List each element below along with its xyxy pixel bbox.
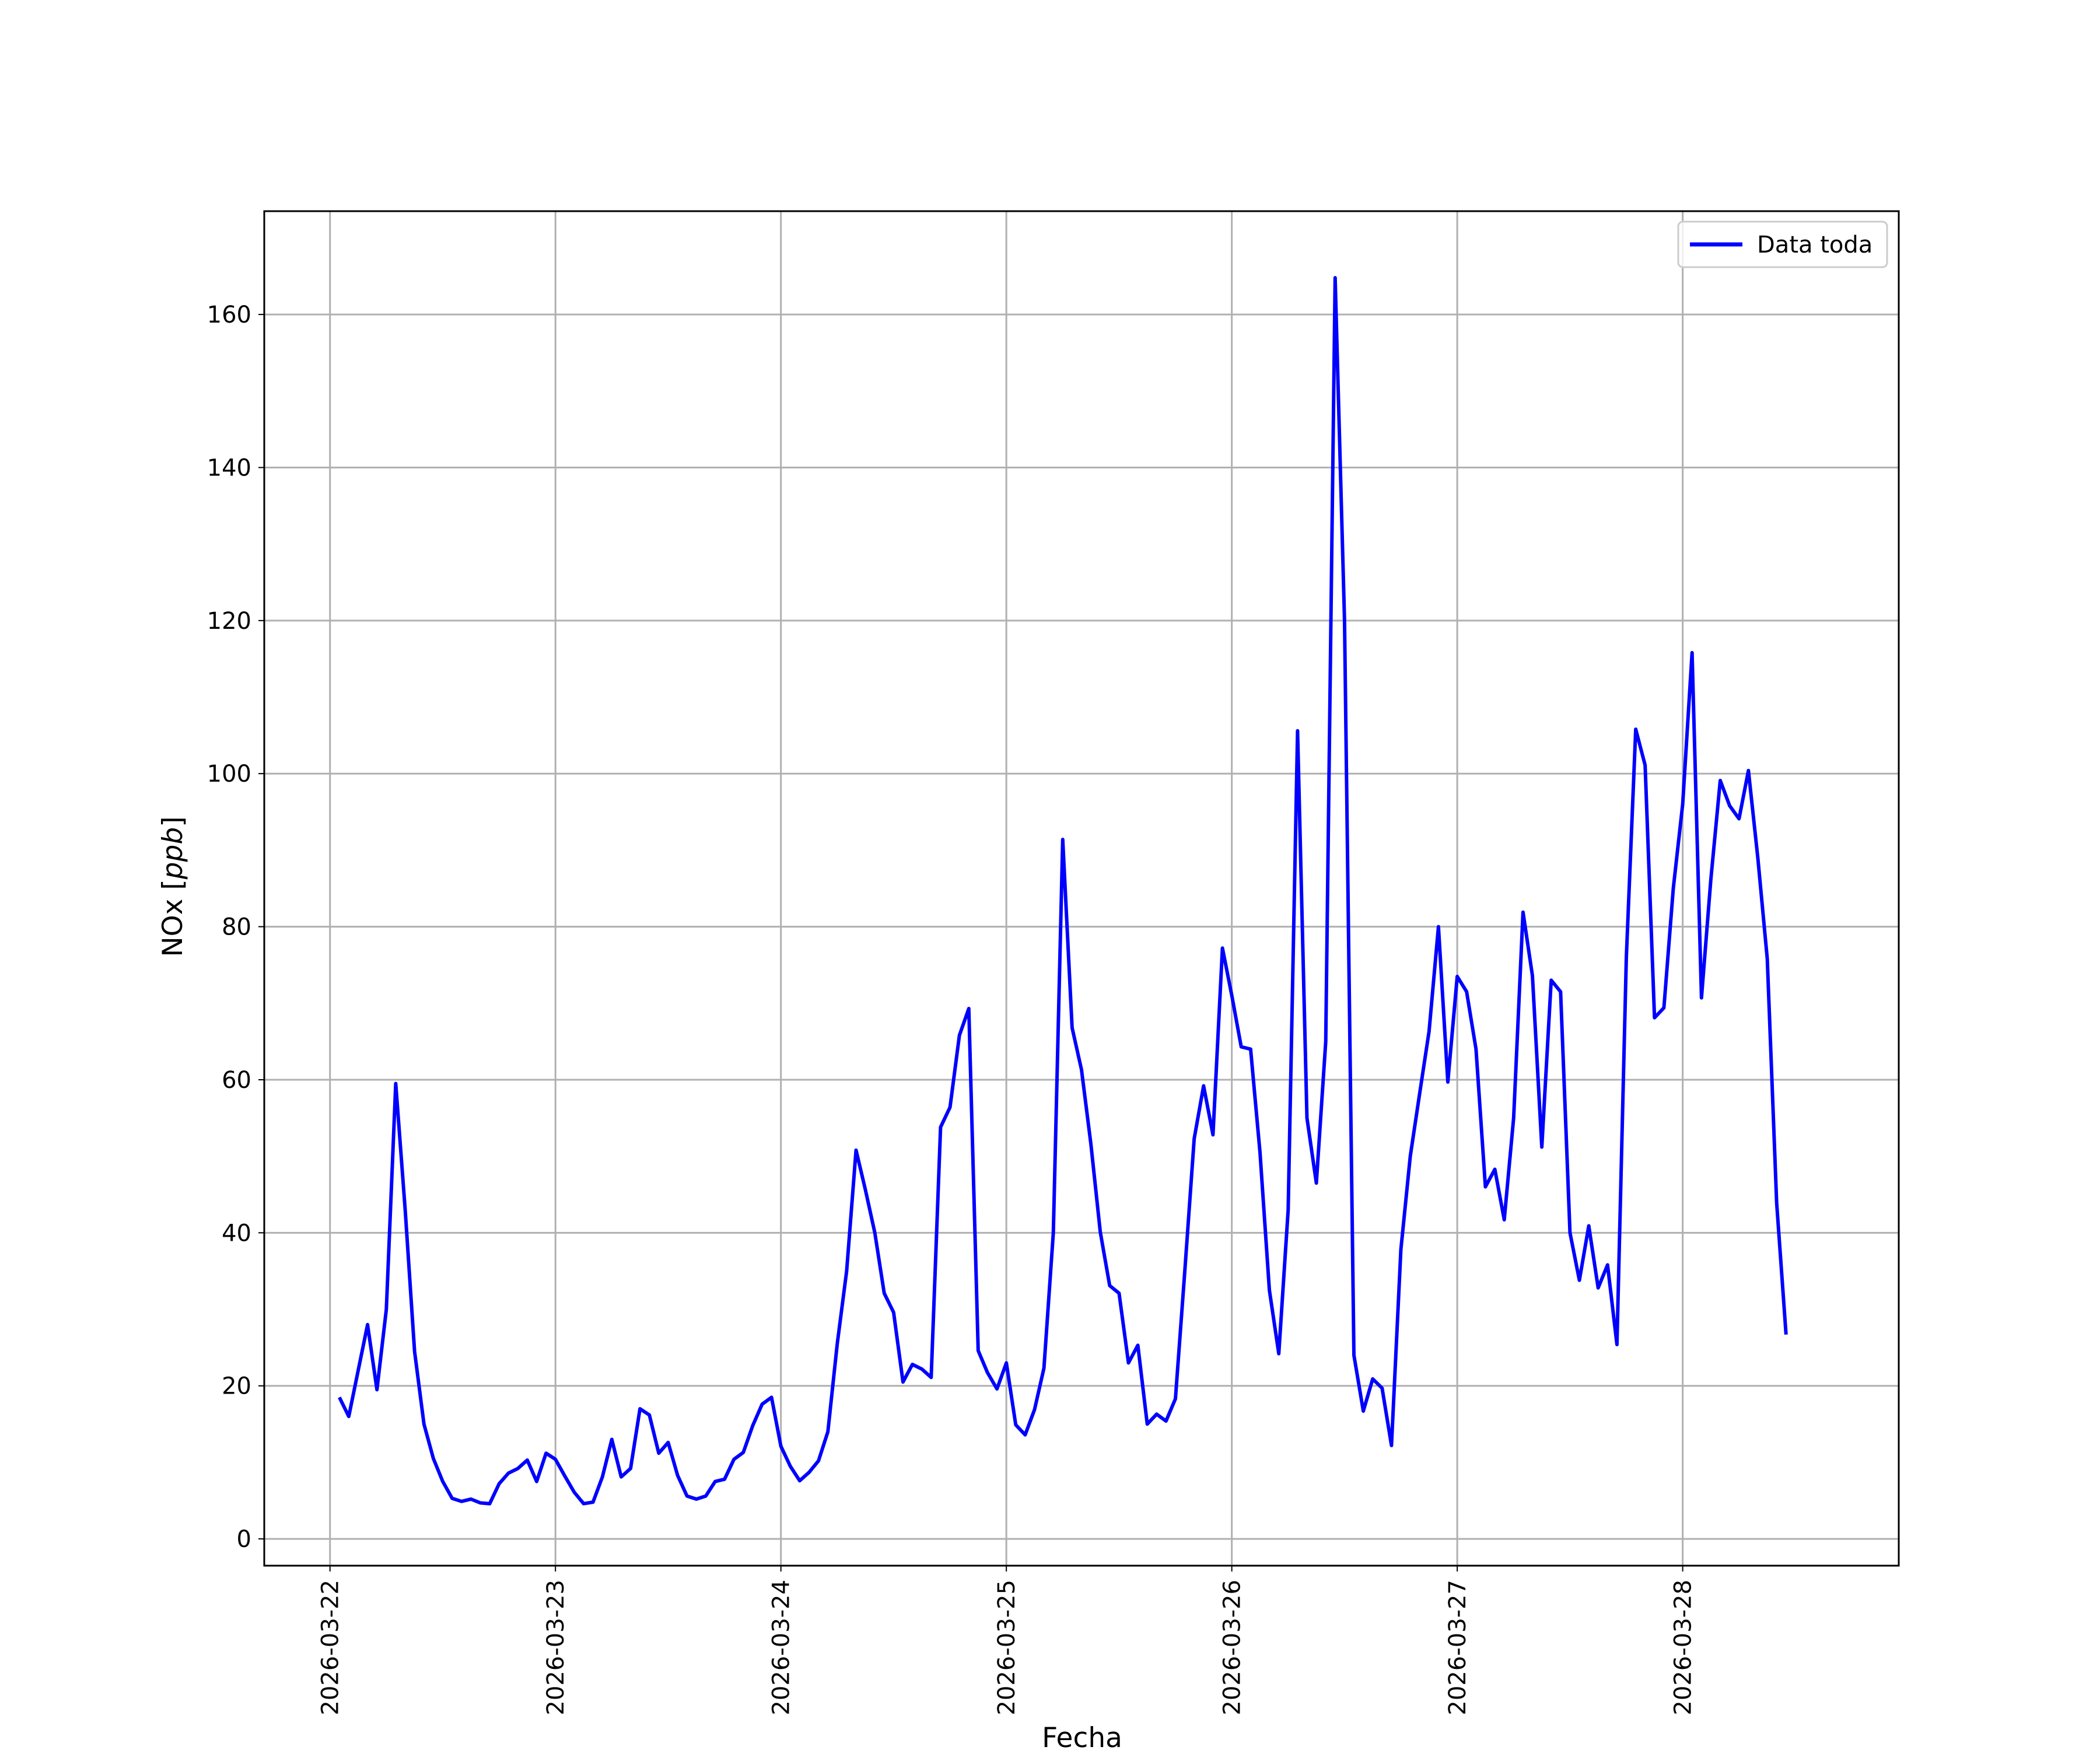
legend-box: [1677, 220, 1888, 268]
x-tick-label: 2026-03-25: [993, 1580, 1020, 1715]
y-tick-label: 80: [222, 914, 251, 941]
y-tick-label: 140: [207, 454, 251, 481]
y-tick-label: 100: [207, 761, 251, 788]
y-tick-label: 60: [222, 1067, 251, 1094]
series-line-0: [338, 276, 1788, 1506]
x-axis-label: Fecha: [1042, 1722, 1122, 1750]
tick-labels: 0 20 40 60 80 100 120 140 160 2026-03-22 2026-03-2…: [207, 302, 1697, 1715]
y-tick-label: 20: [222, 1373, 251, 1400]
x-tick-label: 2026-03-22: [317, 1580, 344, 1715]
y-tick-label: 120: [207, 608, 251, 635]
y-tick-label: 160: [207, 302, 251, 328]
x-tick-label: 2026-03-24: [768, 1580, 795, 1715]
x-tick-label: 2026-03-23: [542, 1580, 569, 1715]
axis-ticks: [258, 314, 1684, 1572]
series-layer: [338, 276, 1788, 1506]
legend: Data toda: [1677, 220, 1888, 268]
x-tick-label: 2026-03-28: [1670, 1580, 1697, 1715]
y-axis-label: NOx [ppb]: [157, 816, 189, 957]
x-tick-label: 2026-03-27: [1444, 1580, 1471, 1715]
plot-frame: [263, 210, 1900, 1567]
legend-entry: Data toda: [1757, 232, 1873, 258]
x-tick-label: 2026-03-26: [1219, 1580, 1246, 1715]
y-tick-label: 40: [222, 1220, 251, 1247]
y-tick-label: 0: [237, 1526, 251, 1553]
grid-lines: [264, 211, 1899, 1566]
